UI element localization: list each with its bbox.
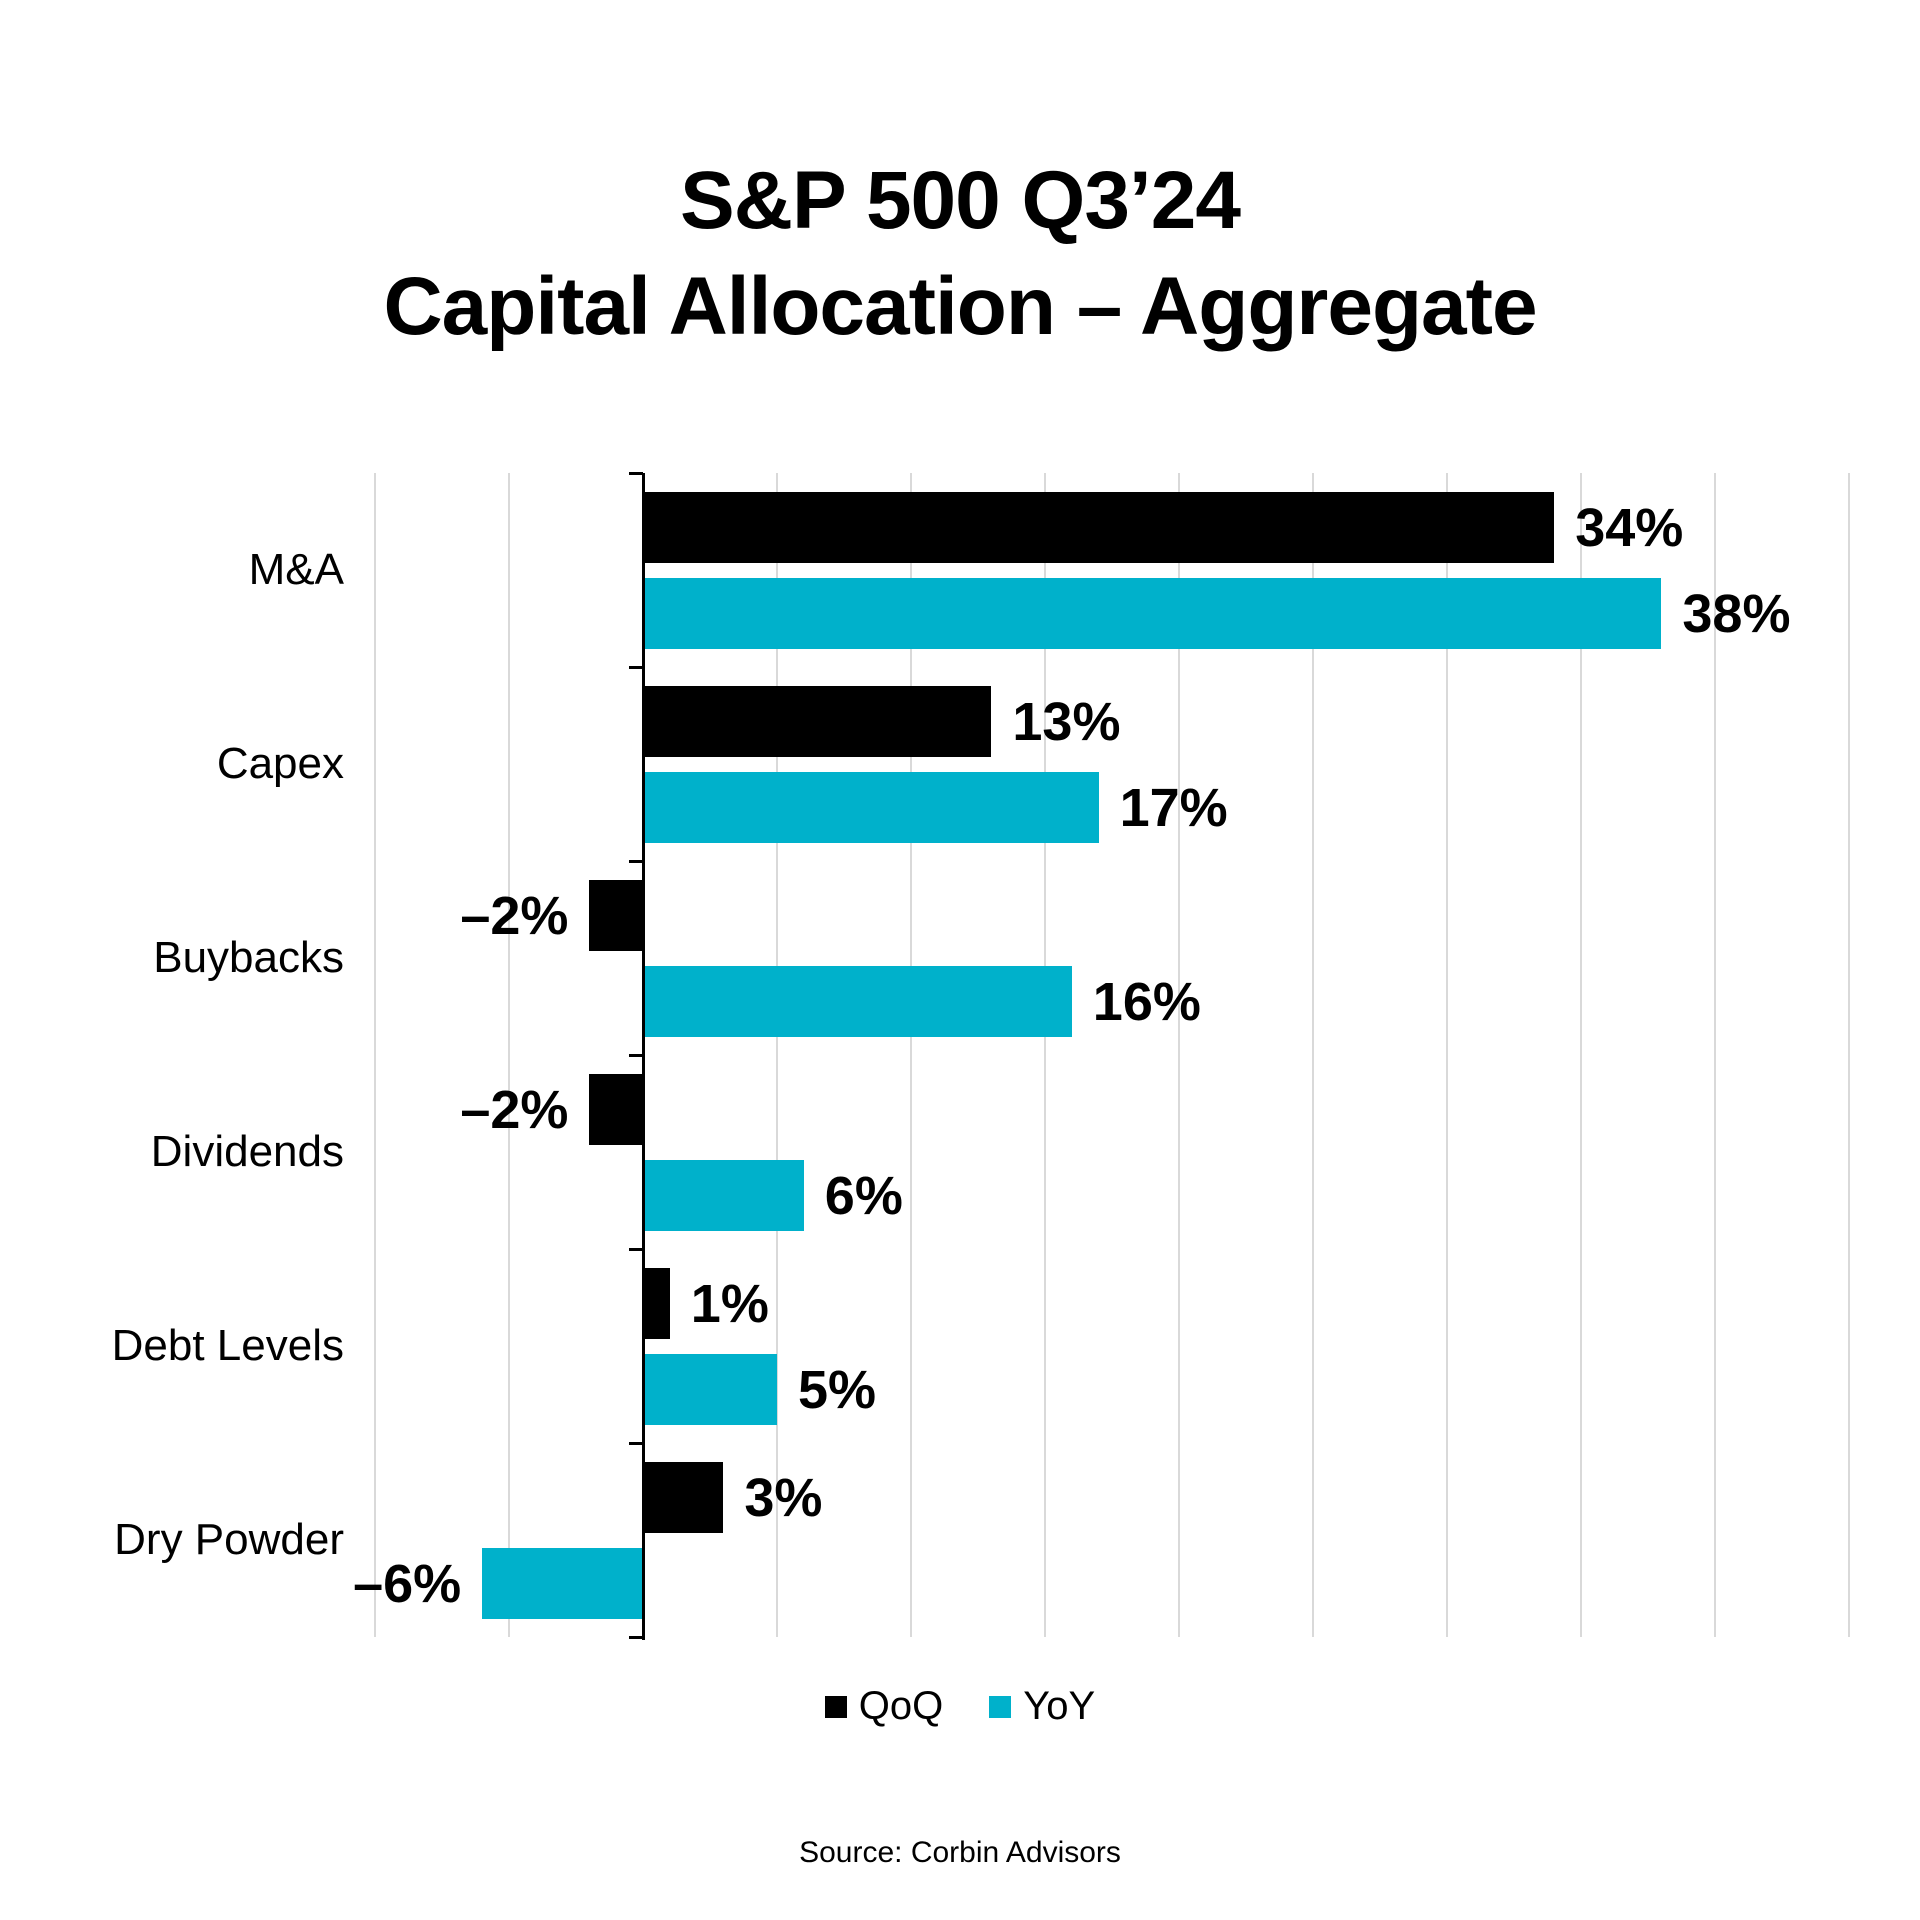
value-label-qoq-5: 3% <box>744 1467 823 1528</box>
bar-qoq-4 <box>643 1268 670 1339</box>
bar-qoq-2 <box>589 880 643 951</box>
axis-tick-6 <box>629 1636 643 1639</box>
category-label-2: Buybacks <box>153 933 344 982</box>
value-label-qoq-1: 13% <box>1012 691 1121 752</box>
gridline-5pct <box>776 473 778 1637</box>
bar-yoy-1 <box>643 772 1099 843</box>
bar-yoy-5 <box>482 1548 643 1619</box>
bar-qoq-1 <box>643 686 992 757</box>
value-label-yoy-4: 5% <box>798 1359 877 1420</box>
bar-yoy-3 <box>643 1160 804 1231</box>
gridline-15pct <box>1044 473 1046 1637</box>
category-label-4: Debt Levels <box>111 1321 344 1370</box>
axis-tick-0 <box>629 472 643 475</box>
gridline-35pct <box>1580 473 1582 1637</box>
value-label-qoq-3: –2% <box>460 1079 569 1140</box>
gridline-25pct <box>1312 473 1314 1637</box>
gridline-30pct <box>1446 473 1448 1637</box>
legend-item-yoy: YoY <box>989 1684 1095 1729</box>
bar-yoy-2 <box>643 966 1072 1037</box>
chart-title-line1: S&P 500 Q3’24 <box>680 155 1241 246</box>
axis-tick-5 <box>629 1442 643 1445</box>
value-label-qoq-4: 1% <box>690 1273 769 1334</box>
category-label-3: Dividends <box>150 1127 344 1176</box>
gridline--5pct <box>508 473 510 1637</box>
gridline-20pct <box>1178 473 1180 1637</box>
gridline--10pct <box>374 473 376 1637</box>
gridline-40pct <box>1714 473 1716 1637</box>
value-label-yoy-3: 6% <box>824 1165 903 1226</box>
legend-swatch-yoy <box>989 1695 1012 1718</box>
legend-item-qoq: QoQ <box>824 1684 944 1729</box>
value-label-yoy-5: –6% <box>353 1553 462 1614</box>
bar-qoq-3 <box>589 1074 643 1145</box>
legend-swatch-qoq <box>824 1695 847 1718</box>
category-label-0: M&A <box>248 545 344 594</box>
axis-tick-1 <box>629 666 643 669</box>
axis-tick-4 <box>629 1248 643 1251</box>
bar-yoy-0 <box>643 578 1662 649</box>
chart-title: S&P 500 Q3’24 Capital Allocation – Aggre… <box>0 148 1920 360</box>
legend: QoQ YoY <box>0 1684 1920 1729</box>
gridline-10pct <box>910 473 912 1637</box>
value-label-qoq-0: 34% <box>1575 497 1684 558</box>
chart-title-line2: Capital Allocation – Aggregate <box>383 261 1537 352</box>
value-label-yoy-1: 17% <box>1119 777 1228 838</box>
axis-tick-2 <box>629 860 643 863</box>
bar-qoq-5 <box>643 1462 724 1533</box>
legend-label-yoy: YoY <box>1023 1684 1096 1728</box>
bar-yoy-4 <box>643 1354 777 1425</box>
value-label-qoq-2: –2% <box>460 885 569 946</box>
category-label-1: Capex <box>216 739 344 788</box>
value-label-yoy-0: 38% <box>1682 583 1791 644</box>
legend-label-qoq: QoQ <box>858 1684 944 1728</box>
axis-tick-3 <box>629 1054 643 1057</box>
source-note: Source: Corbin Advisors <box>799 1836 1121 1869</box>
zero-axis-line <box>642 473 645 1640</box>
bar-qoq-0 <box>643 492 1555 563</box>
category-label-5: Dry Powder <box>114 1515 344 1564</box>
gridline-45pct <box>1848 473 1850 1637</box>
value-label-yoy-2: 16% <box>1092 971 1201 1032</box>
